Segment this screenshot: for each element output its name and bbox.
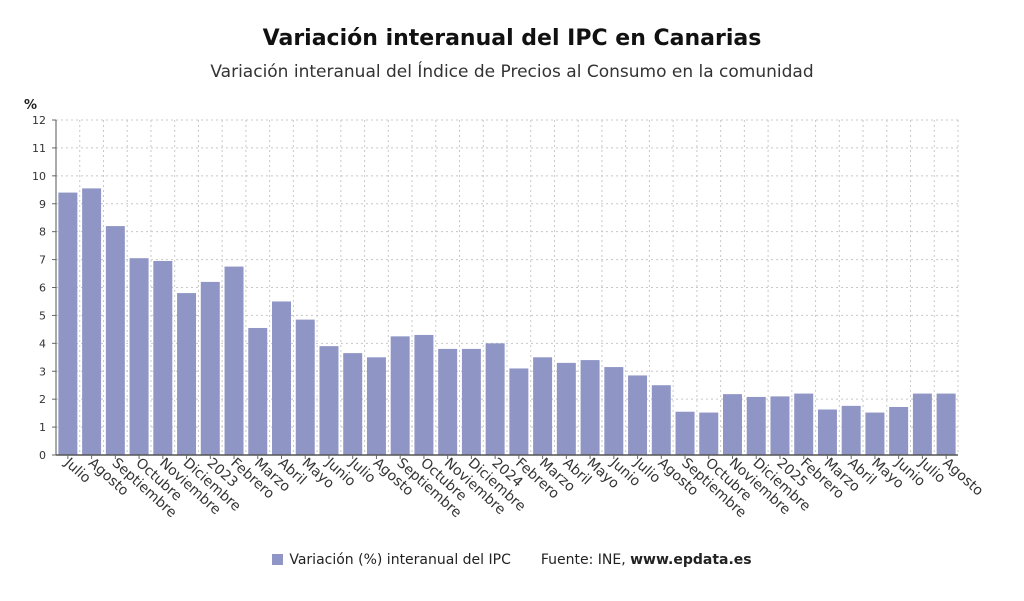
- bar: [295, 319, 315, 455]
- bar: [390, 336, 410, 455]
- y-tick-label: 12: [32, 114, 46, 127]
- bar: [936, 393, 956, 455]
- bar: [794, 393, 814, 455]
- x-tick-label: Agosto: [939, 455, 986, 499]
- y-axis-label: %: [24, 98, 37, 113]
- source-note: Fuente: INE, www.epdata.es: [541, 552, 752, 568]
- bar: [272, 301, 291, 455]
- bar: [58, 192, 78, 456]
- bar: [200, 281, 220, 455]
- x-tick-label: Julio: [60, 454, 93, 486]
- bar: [865, 412, 885, 455]
- legend-swatch: [272, 554, 284, 565]
- y-tick-label: 10: [32, 170, 46, 183]
- y-tick-label: 3: [39, 365, 46, 378]
- y-tick-label: 9: [39, 198, 46, 211]
- y-tick-label: 11: [32, 142, 46, 155]
- bar: [153, 260, 173, 455]
- bar: [343, 353, 363, 455]
- bar: [912, 393, 932, 455]
- bar: [129, 258, 149, 455]
- bar: [817, 409, 837, 455]
- bar: [604, 367, 624, 455]
- bar: [82, 188, 102, 456]
- y-tick-label: 7: [39, 254, 46, 267]
- y-tick-label: 5: [39, 309, 46, 322]
- chart-subtitle: Variación interanual del Índice de Preci…: [210, 62, 814, 82]
- legend: Variación (%) interanual del IPC Fuente: …: [0, 552, 1024, 568]
- bar: [889, 406, 909, 455]
- bar: [366, 357, 386, 455]
- bar: [770, 396, 790, 455]
- bar: [628, 375, 648, 455]
- y-tick-label: 2: [39, 393, 46, 406]
- bar: [556, 362, 576, 455]
- bar: [461, 348, 481, 455]
- bar: [414, 334, 434, 455]
- bar: [224, 266, 244, 455]
- bar: [248, 327, 268, 455]
- source-site: www.epdata.es: [630, 552, 752, 568]
- y-tick-label: 0: [39, 449, 46, 462]
- bar: [533, 357, 553, 455]
- bar: [699, 412, 719, 455]
- bar: [485, 343, 505, 455]
- bar: [746, 396, 766, 455]
- y-tick-label: 8: [39, 226, 46, 239]
- bar: [723, 394, 742, 455]
- chart-title: Variación interanual del IPC en Canarias: [262, 26, 762, 51]
- bar: [841, 405, 861, 455]
- bar: [675, 411, 695, 455]
- bar: [438, 348, 458, 455]
- y-tick-label: 4: [39, 337, 46, 350]
- bar: [580, 360, 600, 455]
- y-tick-label: 6: [39, 282, 46, 295]
- legend-series-label: Variación (%) interanual del IPC: [289, 552, 511, 568]
- source-prefix: Fuente: INE,: [540, 552, 631, 568]
- bar: [177, 293, 197, 455]
- bar: [319, 346, 339, 455]
- y-tick-label: 1: [39, 421, 46, 434]
- bar: [509, 368, 529, 455]
- bar: [105, 226, 125, 455]
- bar: [651, 385, 671, 455]
